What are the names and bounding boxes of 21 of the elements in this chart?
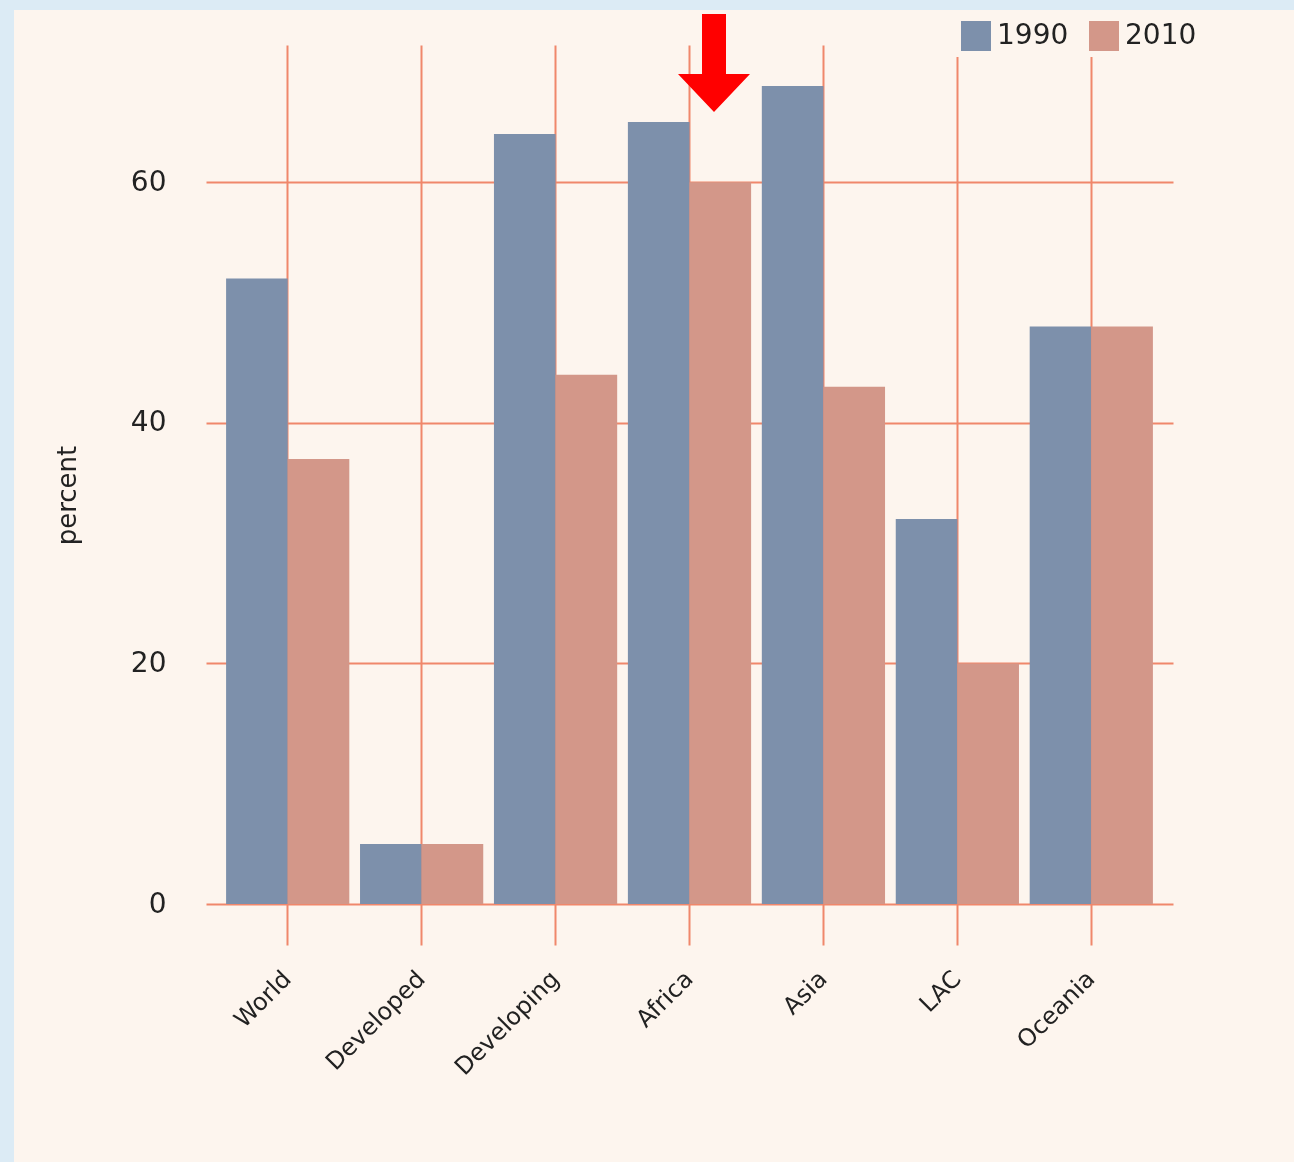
bar [1029,326,1092,905]
bar [421,843,484,905]
bar [1091,326,1153,905]
bar [689,182,752,905]
bar [287,458,350,905]
y-tick-label: 40 [130,405,167,439]
bar [360,843,422,905]
y-tick-label: 20 [130,645,167,679]
bar [226,278,288,905]
bar [493,134,556,905]
bar [823,386,886,905]
y-tick-label: 0 [148,886,167,920]
bar [957,663,1019,905]
bar [555,374,618,905]
y-tick-label: 60 [130,164,167,198]
bar [627,122,690,905]
bar [895,519,958,905]
y-axis-title: percent [51,445,82,546]
legend-label: 2010 [1125,18,1197,51]
bar [761,85,824,905]
legend-label: 1990 [997,18,1069,51]
